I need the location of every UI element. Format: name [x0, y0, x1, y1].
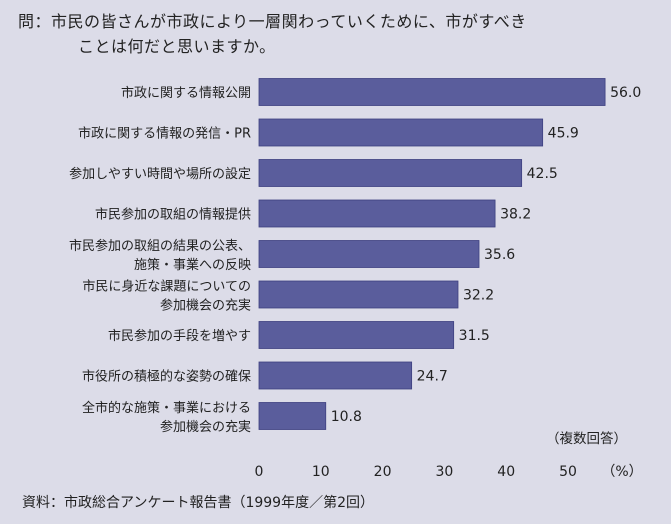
category-label: 参加しやすい時間や場所の設定: [69, 166, 251, 182]
x-tick-label: 0: [255, 464, 264, 480]
category-label: 市民参加の取組の情報提供: [95, 207, 251, 223]
bar: [258, 361, 413, 390]
bar: [258, 118, 544, 147]
question-line-2: ことは何だと思いますか。: [78, 37, 276, 56]
x-tick-label: 30: [435, 464, 453, 480]
category-label: 市民参加の手段を増やす: [108, 328, 251, 344]
value-label: 32.2: [463, 288, 494, 304]
multiple-answer-note: （複数回答）: [546, 431, 627, 447]
bar: [258, 240, 480, 268]
category-label: 市政に関する情報の発信・PR: [78, 126, 251, 142]
source-note: 資料：市政総合アンケート報告書（1999年度／第2回）: [22, 495, 374, 511]
value-label: 10.8: [331, 409, 362, 425]
bar: [258, 402, 327, 430]
value-label: 24.7: [417, 369, 448, 385]
category-label: 市役所の積極的な姿勢の確保: [82, 369, 251, 385]
value-label: 45.9: [548, 126, 579, 142]
question-line-1: 問：市民の皆さんが市政により一層関わっていくために、市がすべき: [18, 12, 527, 31]
category-label: 市民に身近な課題についての: [82, 279, 251, 295]
x-axis-unit: （%）: [601, 464, 642, 480]
category-label: 参加機会の充実: [160, 419, 251, 435]
x-tick-label: 20: [374, 464, 392, 480]
category-label: 施策・事業への反映: [134, 257, 251, 273]
bar: [258, 321, 455, 349]
value-label: 38.2: [500, 207, 531, 223]
value-label: 56.0: [610, 85, 641, 101]
category-label: 市民参加の取組の結果の公表、: [69, 238, 251, 254]
bar: [258, 280, 459, 309]
category-label: 市政に関する情報公開: [121, 85, 251, 101]
value-label: 42.5: [527, 166, 558, 182]
bar: [258, 159, 523, 187]
bar: [258, 199, 496, 228]
value-label: 35.6: [484, 247, 515, 263]
x-tick-label: 10: [312, 464, 330, 480]
value-label: 31.5: [459, 328, 490, 344]
x-tick-label: 50: [559, 464, 577, 480]
x-tick-label: 40: [497, 464, 515, 480]
category-label: 参加機会の充実: [160, 298, 251, 314]
category-label: 全市的な施策・事業における: [82, 400, 251, 416]
bar: [258, 78, 606, 106]
